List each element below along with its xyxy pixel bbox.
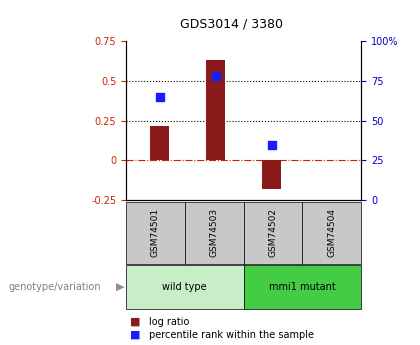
Text: ■: ■ <box>130 317 141 326</box>
Bar <box>262 160 281 189</box>
Text: GSM74501: GSM74501 <box>151 208 160 257</box>
Point <box>212 73 219 79</box>
Text: GSM74504: GSM74504 <box>327 208 336 257</box>
Text: wild type: wild type <box>163 282 207 292</box>
Bar <box>206 60 226 160</box>
Bar <box>150 126 169 160</box>
Text: GSM74503: GSM74503 <box>210 208 219 257</box>
Point <box>268 142 275 147</box>
Point <box>156 94 163 100</box>
Text: ▶: ▶ <box>116 282 124 292</box>
Text: GDS3014 / 3380: GDS3014 / 3380 <box>179 17 283 30</box>
Text: ■: ■ <box>130 330 141 339</box>
Text: percentile rank within the sample: percentile rank within the sample <box>149 330 314 339</box>
Text: GSM74502: GSM74502 <box>268 208 278 257</box>
Text: mmi1 mutant: mmi1 mutant <box>269 282 336 292</box>
Text: log ratio: log ratio <box>149 317 189 326</box>
Text: genotype/variation: genotype/variation <box>8 282 101 292</box>
